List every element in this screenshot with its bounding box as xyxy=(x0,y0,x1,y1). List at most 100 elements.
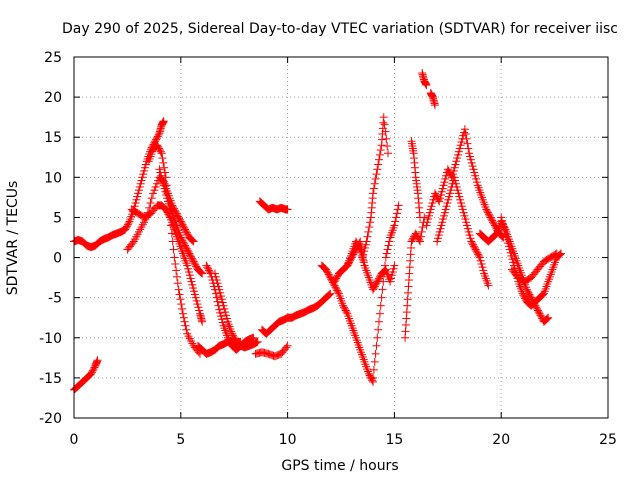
data-point xyxy=(216,312,225,321)
plot-frame xyxy=(73,56,609,419)
data-point xyxy=(372,279,381,288)
data-point xyxy=(376,146,385,155)
data-point xyxy=(364,227,373,236)
data-point xyxy=(357,242,366,251)
data-point xyxy=(435,197,444,206)
data-point xyxy=(371,349,380,358)
data-point xyxy=(433,234,442,243)
data-point xyxy=(137,176,146,185)
data-point xyxy=(196,267,205,276)
data-point xyxy=(390,261,399,270)
data-point xyxy=(463,139,472,148)
data-point xyxy=(408,235,417,244)
data-point xyxy=(456,141,465,150)
data-point xyxy=(211,289,220,298)
data-point xyxy=(472,178,481,187)
data-point xyxy=(187,254,196,263)
data-point xyxy=(498,216,507,225)
data-point xyxy=(394,201,403,210)
data-point xyxy=(460,125,469,134)
data-point xyxy=(87,369,96,378)
data-point xyxy=(215,305,224,314)
data-point xyxy=(536,311,545,320)
data-point xyxy=(489,218,498,227)
data-point xyxy=(325,272,334,281)
x-tick-label: 15 xyxy=(385,432,403,448)
data-point xyxy=(451,179,460,188)
data-point xyxy=(333,272,342,281)
data-point xyxy=(370,282,379,291)
data-point xyxy=(187,252,196,261)
data-point xyxy=(352,243,361,252)
data-point xyxy=(483,207,492,216)
data-point xyxy=(170,253,179,262)
data-point xyxy=(375,317,384,326)
series-track-21 xyxy=(426,89,439,110)
data-point xyxy=(128,239,137,248)
series-track-23 xyxy=(433,173,493,290)
data-point xyxy=(461,215,470,224)
data-point xyxy=(139,170,148,179)
data-point xyxy=(179,238,188,247)
data-point xyxy=(457,199,466,208)
data-point xyxy=(379,113,388,122)
data-point xyxy=(202,261,211,270)
data-point xyxy=(386,274,395,283)
data-point xyxy=(158,178,167,187)
data-point xyxy=(160,163,169,172)
data-point xyxy=(435,227,444,236)
data-point xyxy=(154,142,163,151)
data-point xyxy=(423,218,432,227)
data-point xyxy=(375,274,384,283)
data-point xyxy=(437,187,446,196)
data-point xyxy=(178,304,187,313)
data-point xyxy=(192,296,201,305)
data-point xyxy=(371,174,380,183)
data-point xyxy=(222,311,231,320)
data-point xyxy=(443,165,452,174)
data-point xyxy=(359,256,368,265)
x-tick-label: 0 xyxy=(70,432,79,448)
data-point xyxy=(326,289,335,298)
data-point xyxy=(411,229,420,238)
y-tick-label: 20 xyxy=(44,90,62,106)
data-point xyxy=(345,258,354,267)
data-point xyxy=(422,221,431,230)
data-point xyxy=(503,235,512,244)
data-point xyxy=(203,263,212,272)
data-point xyxy=(178,309,187,318)
data-point xyxy=(542,315,551,324)
data-point xyxy=(221,308,230,317)
data-point xyxy=(533,306,542,315)
data-point xyxy=(171,259,180,268)
data-point xyxy=(501,229,510,238)
data-point xyxy=(350,248,359,257)
data-point xyxy=(432,192,441,201)
data-point xyxy=(445,192,454,201)
data-point xyxy=(176,233,185,242)
data-point xyxy=(504,242,513,251)
data-point xyxy=(486,213,495,222)
data-point xyxy=(131,199,140,208)
data-point xyxy=(134,189,143,198)
data-point xyxy=(236,337,245,346)
data-point xyxy=(387,271,396,280)
data-point xyxy=(182,228,191,237)
data-point xyxy=(185,249,194,258)
data-point xyxy=(551,250,560,259)
data-point xyxy=(458,205,467,214)
x-tick-label: 10 xyxy=(279,432,297,448)
data-point xyxy=(331,276,340,285)
data-point xyxy=(325,290,334,299)
data-point xyxy=(383,245,392,254)
data-point xyxy=(470,168,479,177)
data-point xyxy=(519,291,528,300)
data-point xyxy=(176,217,185,226)
data-point xyxy=(382,249,391,258)
data-point xyxy=(184,264,193,273)
data-point xyxy=(361,240,370,249)
data-point xyxy=(490,221,499,230)
data-point xyxy=(167,229,176,238)
data-point xyxy=(412,231,421,240)
data-point xyxy=(204,264,213,273)
